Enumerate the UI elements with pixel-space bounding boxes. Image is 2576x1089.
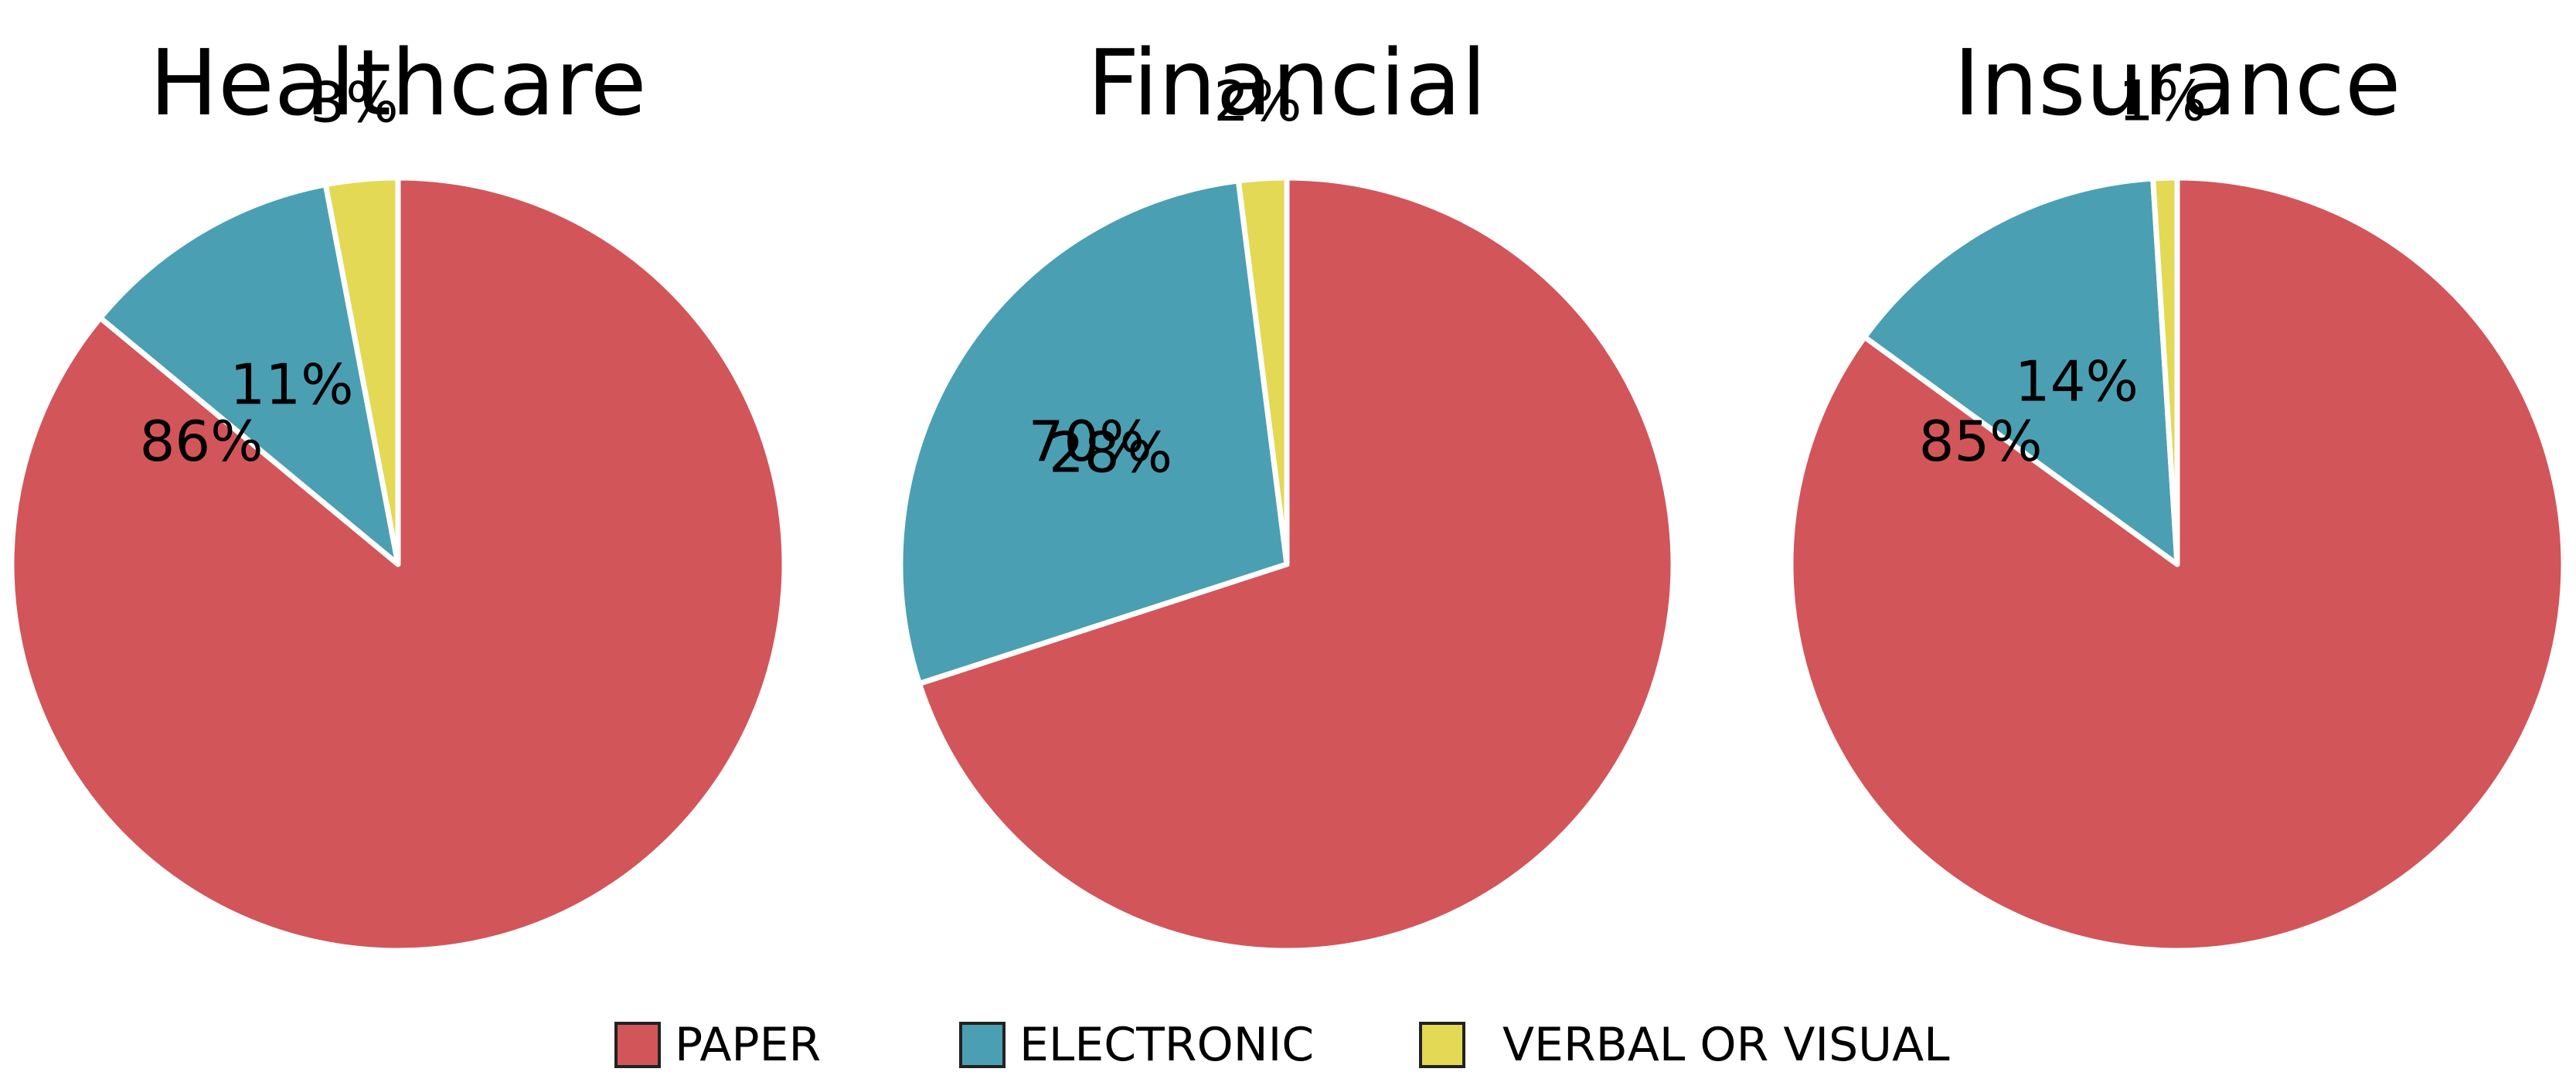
legend-item-verbal-or-visual: VERBAL OR VISUAL [1419,1018,1950,1072]
legend: PAPER ELECTRONIC VERBAL OR VISUAL [614,1018,1950,1072]
legend-swatch [1419,1022,1465,1068]
pie-chart-insurance: Insurance 85%14% 1% [1788,29,2567,954]
pie-chart-financial: Financial 70%28% 2% [897,29,1676,954]
pie-slice-electronic [97,182,401,567]
chart-title: Healthcare [149,29,646,136]
slice-label: 1% [2118,68,2207,133]
pie-slice-electronic [1861,175,2180,567]
slice-label: 28% [1049,420,1172,485]
slice-label: 2% [1213,69,1302,134]
legend-item-paper: PAPER [614,1018,821,1072]
pie-slice-verbal-or-visual [2150,175,2180,567]
chart-title: Insurance [1954,29,2401,136]
slice-label: 14% [2015,349,2139,413]
legend-swatch [959,1022,1006,1068]
slice-label: 3% [310,70,398,135]
pie-chart-healthcare: Healthcare 86%11% 3% [9,29,788,954]
legend-swatch [614,1022,661,1068]
legend-label: ELECTRONIC [1019,1018,1314,1072]
legend-label: PAPER [675,1018,821,1072]
pie-slice-verbal-or-visual [1235,175,1290,567]
pie-slice-electronic [897,178,1290,687]
slice-label: 11% [230,352,354,417]
charts-group: Healthcare 86%11% 3% Financial 70%28% 2% Insur… [9,29,2567,954]
slice-label: 70% [1029,409,1152,474]
chart-title: Financial [1087,29,1487,136]
slice-label: 85% [1919,409,2043,474]
slice-label: 86% [140,409,264,474]
legend-item-electronic: ELECTRONIC [959,1018,1314,1072]
pie-slice-paper [916,175,1676,954]
legend-label: VERBAL OR VISUAL [1502,1018,1950,1072]
pie-slice-verbal-or-visual [322,175,401,567]
